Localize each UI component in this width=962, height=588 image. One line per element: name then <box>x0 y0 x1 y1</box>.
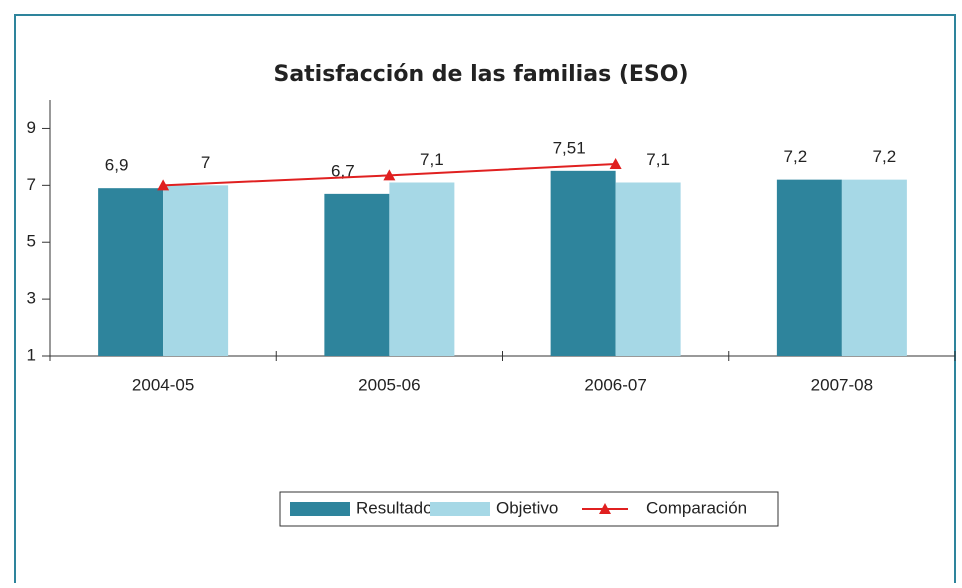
frame <box>14 14 956 583</box>
legend-label: Comparación <box>646 498 747 517</box>
value-label: 7,1 <box>646 150 670 169</box>
legend-label: Objetivo <box>496 498 558 517</box>
value-label: 7,2 <box>873 147 897 166</box>
chart-title: Satisfacción de las familias (ESO) <box>273 62 688 87</box>
bar <box>615 182 681 356</box>
bar <box>98 188 164 356</box>
x-tick-label: 2004-05 <box>132 375 194 394</box>
legend-label: Resultado <box>356 498 433 517</box>
y-tick-label: 5 <box>27 232 36 251</box>
line-marker <box>609 158 622 169</box>
y-tick-label: 7 <box>27 175 36 194</box>
x-tick-label: 2005-06 <box>358 375 420 394</box>
bar <box>324 193 390 356</box>
value-label: 7,1 <box>420 150 444 169</box>
value-label: 7,51 <box>553 138 586 157</box>
x-tick-label: 2007-08 <box>811 375 873 394</box>
value-label: 6,9 <box>105 156 129 175</box>
bar <box>841 179 907 356</box>
bar <box>389 182 455 356</box>
value-label: 7 <box>201 153 210 172</box>
legend-box <box>279 491 779 527</box>
value-label: 7,2 <box>784 147 808 166</box>
bar <box>776 179 842 356</box>
legend-swatch <box>290 502 350 516</box>
line-marker <box>383 169 396 181</box>
y-tick-label: 1 <box>27 345 36 364</box>
legend-marker <box>599 503 611 514</box>
legend-swatch <box>430 502 490 516</box>
bar <box>550 170 616 356</box>
x-tick-label: 2006-07 <box>584 375 646 394</box>
y-tick-label: 3 <box>27 289 36 308</box>
value-label: 6,7 <box>331 161 355 180</box>
bar <box>163 185 229 356</box>
line-marker <box>157 179 170 191</box>
y-tick-label: 9 <box>27 118 36 137</box>
